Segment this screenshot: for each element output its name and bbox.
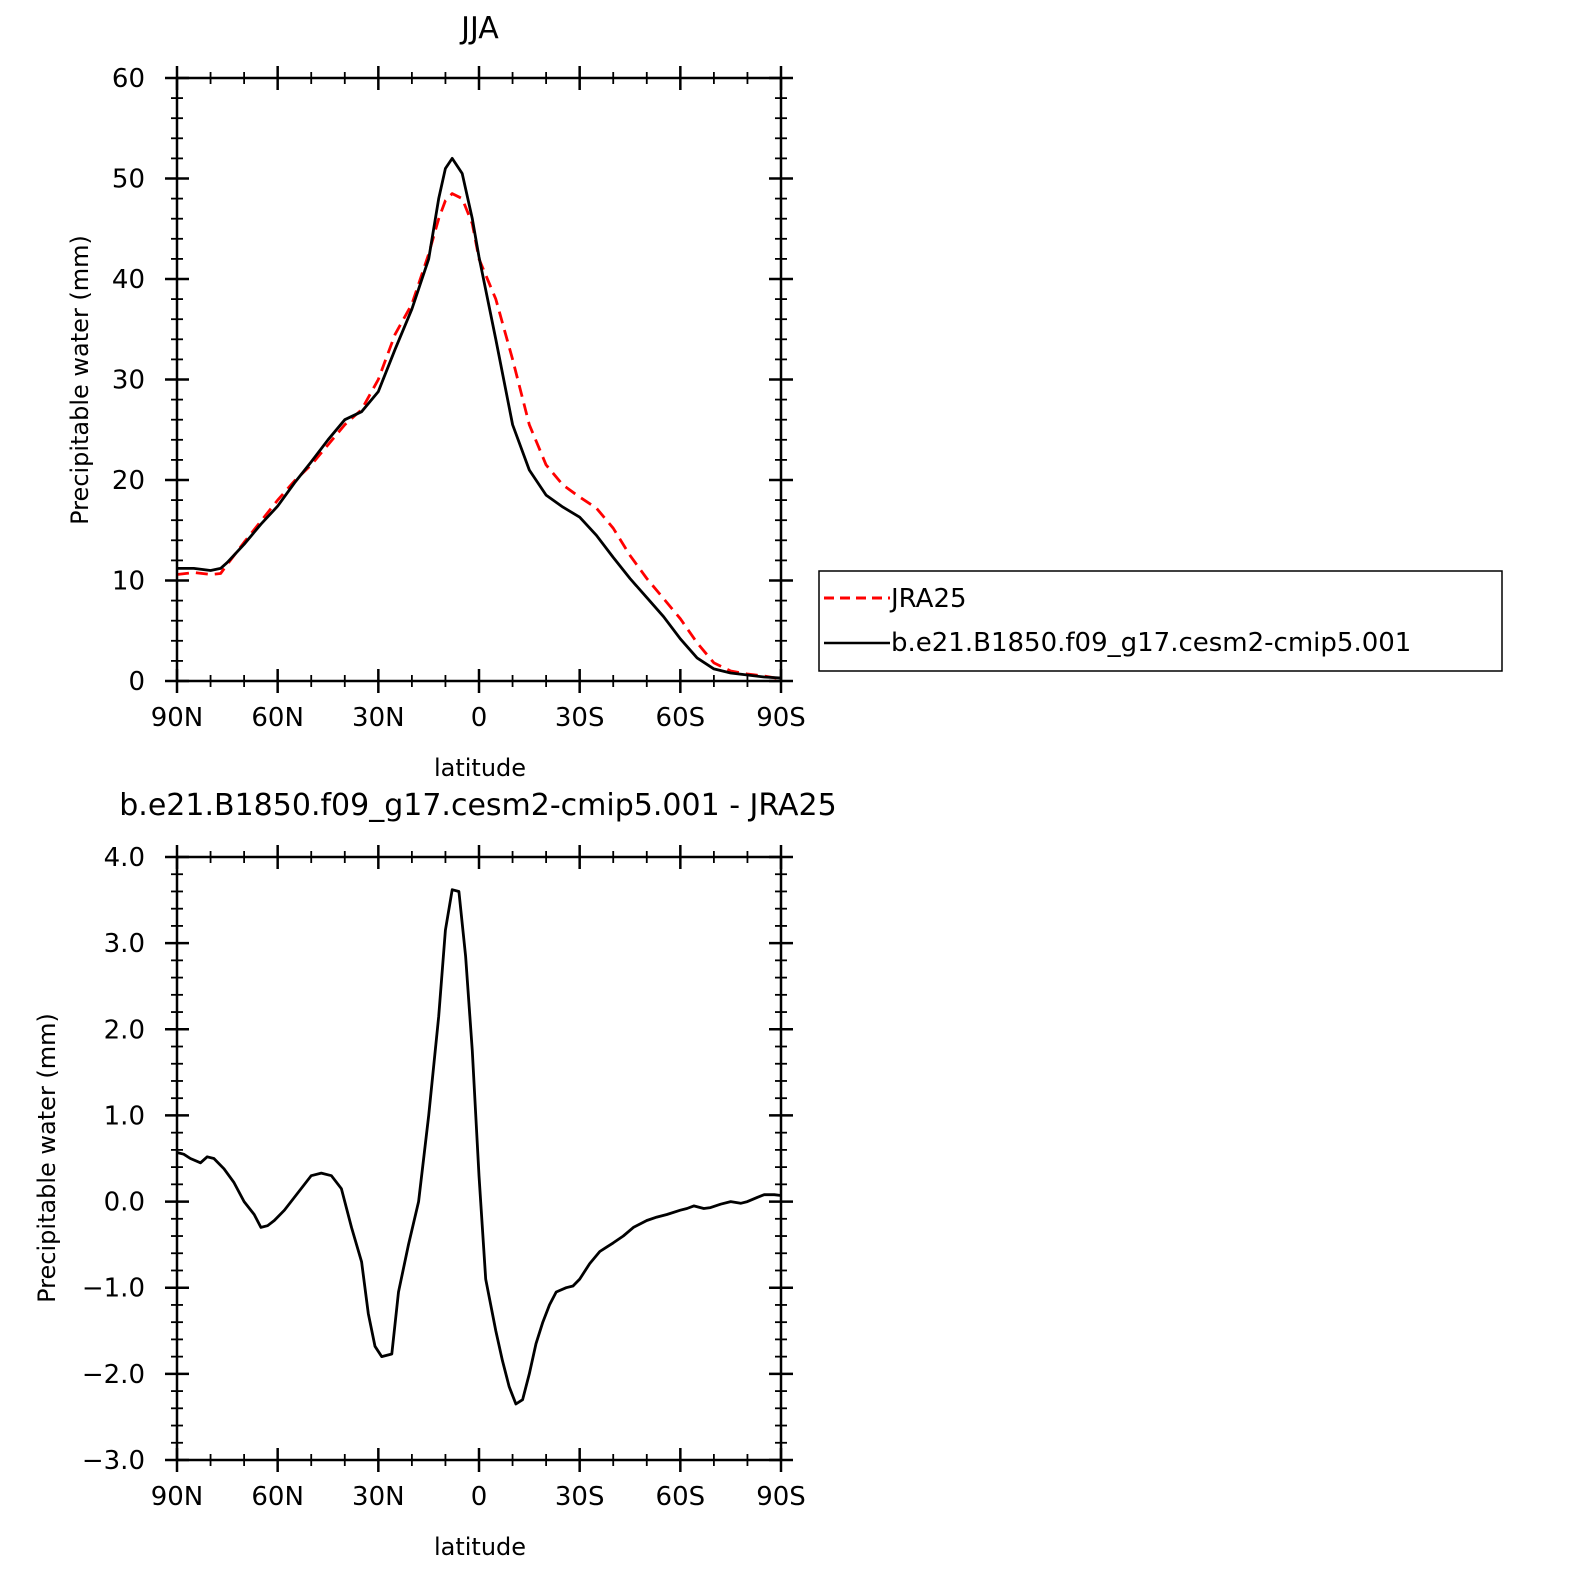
chart-title: b.e21.B1850.f09_g17.cesm2-cmip5.001 - JR…	[119, 788, 836, 823]
legend-box	[818, 570, 1503, 672]
bottom-panel: b.e21.B1850.f09_g17.cesm2-cmip5.001 - JR…	[33, 788, 837, 1561]
y-tick-label: −1.0	[82, 1274, 145, 1304]
x-tick-label: 30N	[352, 703, 405, 733]
y-tick-label: 4.0	[104, 843, 145, 873]
y-axis-label: Precipitable water (mm)	[33, 1013, 61, 1303]
top-panel: JJA 90N 60N 30N 0 30S 60S 90S 0 10 20 30 40 50 60 la…	[66, 11, 1503, 782]
x-tick-labels: 90N 60N 30N 0 30S 60S 90S	[151, 703, 806, 733]
plot-frame	[175, 76, 783, 683]
y-tick-label: −2.0	[82, 1360, 145, 1390]
x-tick-label: 90N	[151, 1482, 204, 1512]
x-tick-label: 60S	[656, 703, 706, 733]
x-tick-label: 30S	[555, 703, 605, 733]
x-tick-label: 30S	[555, 1482, 605, 1512]
legend: JRA25 b.e21.B1850.f09_g17.cesm2-cmip5.00…	[818, 570, 1503, 672]
plot-frame	[175, 855, 783, 1462]
x-tick-label: 90S	[756, 1482, 806, 1512]
y-tick-label: 0	[128, 667, 145, 697]
y-tick-label: 0.0	[104, 1188, 145, 1218]
legend-label-cesm2: b.e21.B1850.f09_g17.cesm2-cmip5.001	[891, 628, 1411, 658]
y-tick-labels: 0 10 20 30 40 50 60	[112, 64, 145, 697]
series-line-difference	[176, 888, 782, 1406]
x-axis-label: latitude	[434, 1533, 526, 1561]
x-tick-label: 90N	[151, 703, 204, 733]
y-tick-label: 40	[112, 265, 145, 295]
y-tick-label: 30	[112, 366, 145, 396]
y-tick-label: 2.0	[104, 1015, 145, 1045]
y-tick-label: 10	[112, 567, 145, 597]
x-tick-label: 30N	[352, 1482, 405, 1512]
tick-marks	[165, 66, 793, 693]
y-tick-label: −3.0	[82, 1446, 145, 1476]
y-tick-label: 20	[112, 466, 145, 496]
x-tick-label: 90S	[756, 703, 806, 733]
legend-label-jra25: JRA25	[889, 584, 967, 614]
series-lines	[176, 156, 782, 681]
x-tick-label: 0	[471, 1482, 488, 1512]
chart-title: JJA	[459, 11, 499, 46]
series-lines	[176, 888, 782, 1406]
x-tick-label: 0	[471, 703, 488, 733]
y-tick-label: 3.0	[104, 929, 145, 959]
x-tick-label: 60S	[656, 1482, 706, 1512]
y-tick-label: 60	[112, 64, 145, 94]
x-axis-label: latitude	[434, 754, 526, 782]
x-tick-labels: 90N 60N 30N 0 30S 60S 90S	[151, 1482, 806, 1512]
y-tick-label: 1.0	[104, 1101, 145, 1131]
series-line-cesm2	[177, 156, 782, 680]
y-tick-label: 50	[112, 165, 145, 195]
series-line-jra25	[176, 192, 782, 681]
y-axis-label: Precipitable water (mm)	[66, 235, 94, 525]
x-tick-label: 60N	[251, 1482, 304, 1512]
x-tick-label: 60N	[251, 703, 304, 733]
y-tick-labels: −3.0 −2.0 −1.0 0.0 1.0 2.0 3.0 4.0	[82, 843, 145, 1476]
